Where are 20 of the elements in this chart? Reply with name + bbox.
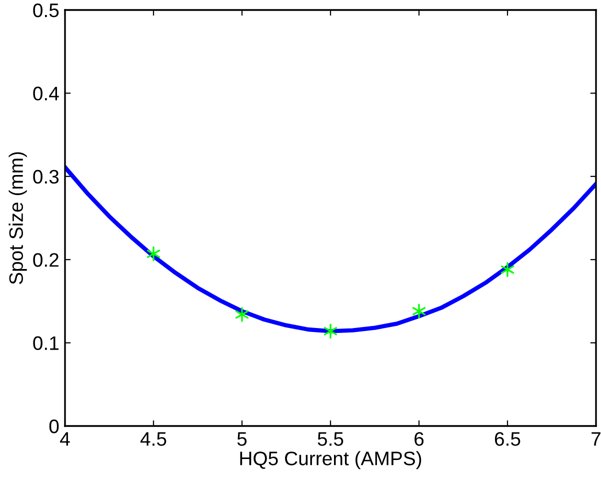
x-tick-label: 5	[237, 432, 247, 446]
y-tick-label: 0.5	[33, 3, 59, 18]
x-tick-label: 4	[60, 432, 70, 446]
x-tick-label: 5.5	[318, 432, 344, 446]
x-tick-label: 4.5	[140, 432, 166, 446]
y-tick-label: 0.2	[33, 253, 58, 267]
point	[324, 324, 338, 339]
y-tick-label: 0.1	[33, 336, 58, 350]
point	[412, 304, 426, 319]
y-tick-label: 0	[49, 419, 59, 434]
y-axis-title: Spot Size (mm)	[8, 152, 27, 284]
y-tick-label: 0.4	[33, 86, 59, 100]
x-axis-title: HQ5 Current (AMPS)	[240, 451, 422, 470]
point	[146, 246, 160, 262]
point	[235, 307, 249, 322]
x-tick-label: 7	[592, 432, 600, 446]
point	[500, 262, 514, 278]
x-tick-label: 6.5	[494, 432, 520, 446]
y-tick-label: 0.3	[33, 170, 59, 184]
x-tick-label: 6	[414, 432, 424, 446]
